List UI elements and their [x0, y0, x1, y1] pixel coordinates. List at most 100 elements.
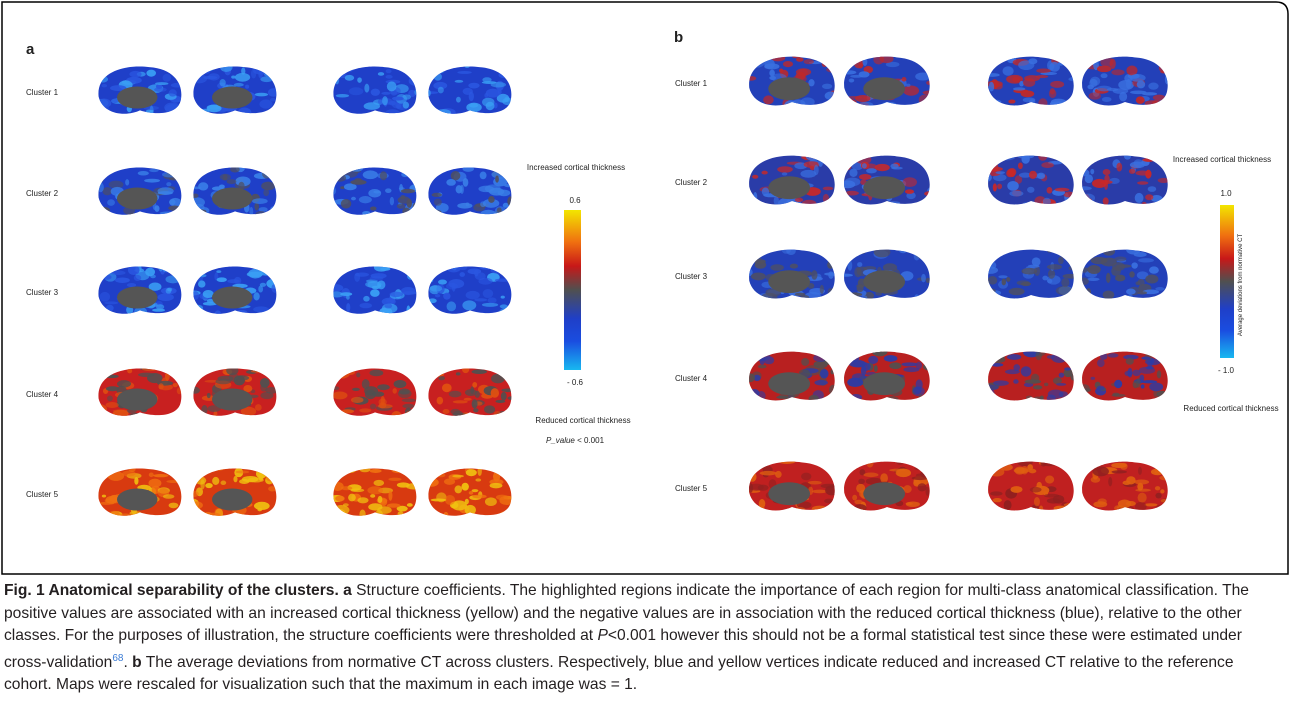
cluster-label: Cluster 4 [675, 374, 708, 383]
brain-spot [749, 58, 765, 68]
brain-spot [1150, 468, 1165, 476]
caption-reference[interactable]: 68 [112, 652, 124, 664]
brain-spot [1126, 288, 1136, 295]
brain-spot [170, 82, 182, 88]
brain-spot [333, 391, 348, 400]
brain-spot [873, 249, 891, 258]
brain-spot [233, 82, 244, 87]
brain-spot [428, 276, 434, 283]
brain-spot [754, 155, 760, 159]
brain-spot [1114, 504, 1125, 511]
brain-spot [98, 404, 108, 414]
brain-spot [428, 477, 439, 487]
brain-spot [226, 368, 239, 376]
brain-spot [497, 368, 511, 374]
brain-spot [818, 158, 823, 167]
brain-spot [150, 274, 156, 279]
brain-spot [259, 99, 273, 109]
brain-spot [462, 300, 477, 311]
brain-spot [414, 380, 417, 390]
brain-spot [474, 298, 488, 302]
brain-spot [334, 174, 347, 182]
brain-spot [108, 180, 124, 189]
brain-spot [813, 353, 828, 363]
brain-map [988, 249, 1074, 299]
brain-spot [472, 381, 478, 388]
brain-spot [98, 468, 104, 472]
brain-spot [105, 304, 114, 312]
brain-spot [462, 87, 473, 95]
brain-spot [826, 58, 831, 65]
brain-spot [1031, 257, 1041, 267]
brain-spot [1143, 158, 1155, 162]
brain-spot [117, 380, 132, 388]
brain-spot [434, 70, 444, 74]
brain-spot [1156, 370, 1162, 379]
brain-spot [430, 498, 447, 502]
brain-spot [103, 274, 112, 280]
brain-spot [268, 486, 277, 492]
brain-spot [862, 57, 868, 66]
brain-spot [349, 167, 364, 172]
brain-spot [1149, 266, 1159, 274]
brain-texture [1082, 249, 1168, 299]
brain-spot [1082, 388, 1092, 392]
brain-spot [369, 276, 384, 281]
p-value: P_value < 0.001 [546, 436, 605, 445]
brain-spot [98, 206, 111, 214]
brain-spot [344, 74, 355, 81]
brain-spot [432, 67, 437, 75]
brain-spot [263, 189, 270, 197]
brain-spot [990, 363, 1004, 367]
brain-spot [385, 69, 392, 74]
brain-spot [749, 461, 755, 464]
brain-spot [769, 69, 775, 77]
brain-spot [791, 56, 801, 59]
brain-spot [412, 180, 417, 187]
cluster-label: Cluster 1 [26, 88, 59, 97]
brain-spot [368, 188, 382, 198]
brain-spot [480, 209, 497, 215]
brain-spot [359, 408, 372, 413]
brain-spot [216, 270, 222, 273]
caption-p: P [597, 627, 608, 644]
brain-spot [195, 476, 207, 485]
brain-spot [501, 388, 512, 393]
brain-spot [1129, 73, 1146, 82]
brain-spot [381, 91, 391, 95]
brain-spot [1058, 249, 1074, 252]
brain-spot [1002, 66, 1014, 76]
brain-spot [396, 103, 402, 109]
brain-spot [880, 473, 888, 484]
brain-spot [402, 403, 415, 409]
brain-spot [763, 95, 774, 105]
brain-spot [1158, 62, 1168, 73]
brain-spot [158, 266, 163, 272]
brain-spot [1063, 191, 1074, 198]
brain-spot [753, 374, 761, 382]
brain-spot [134, 476, 139, 485]
brain-spot [1042, 275, 1049, 281]
brain-spot [487, 297, 497, 304]
brain-spot [233, 475, 238, 483]
brain-spot [485, 101, 495, 111]
brain-spot [162, 73, 172, 82]
brain-spot [253, 501, 270, 511]
brain-spot [346, 368, 352, 371]
brain-map [749, 351, 835, 401]
brain-spot [1116, 162, 1123, 172]
brain-spot [1020, 366, 1032, 377]
brain-spot [202, 301, 218, 306]
brain-spot [107, 395, 113, 402]
brain-spot [333, 505, 350, 515]
brain-spot [359, 302, 372, 309]
brain-spot [230, 167, 240, 173]
brain-spot [193, 501, 203, 510]
brain-spot [822, 186, 834, 191]
brain-spot [468, 82, 480, 89]
brain-spot [168, 89, 177, 97]
brain-spot [851, 373, 866, 381]
brain-spot [111, 98, 119, 104]
brain-spot [429, 266, 441, 270]
brain-spot [845, 99, 857, 106]
